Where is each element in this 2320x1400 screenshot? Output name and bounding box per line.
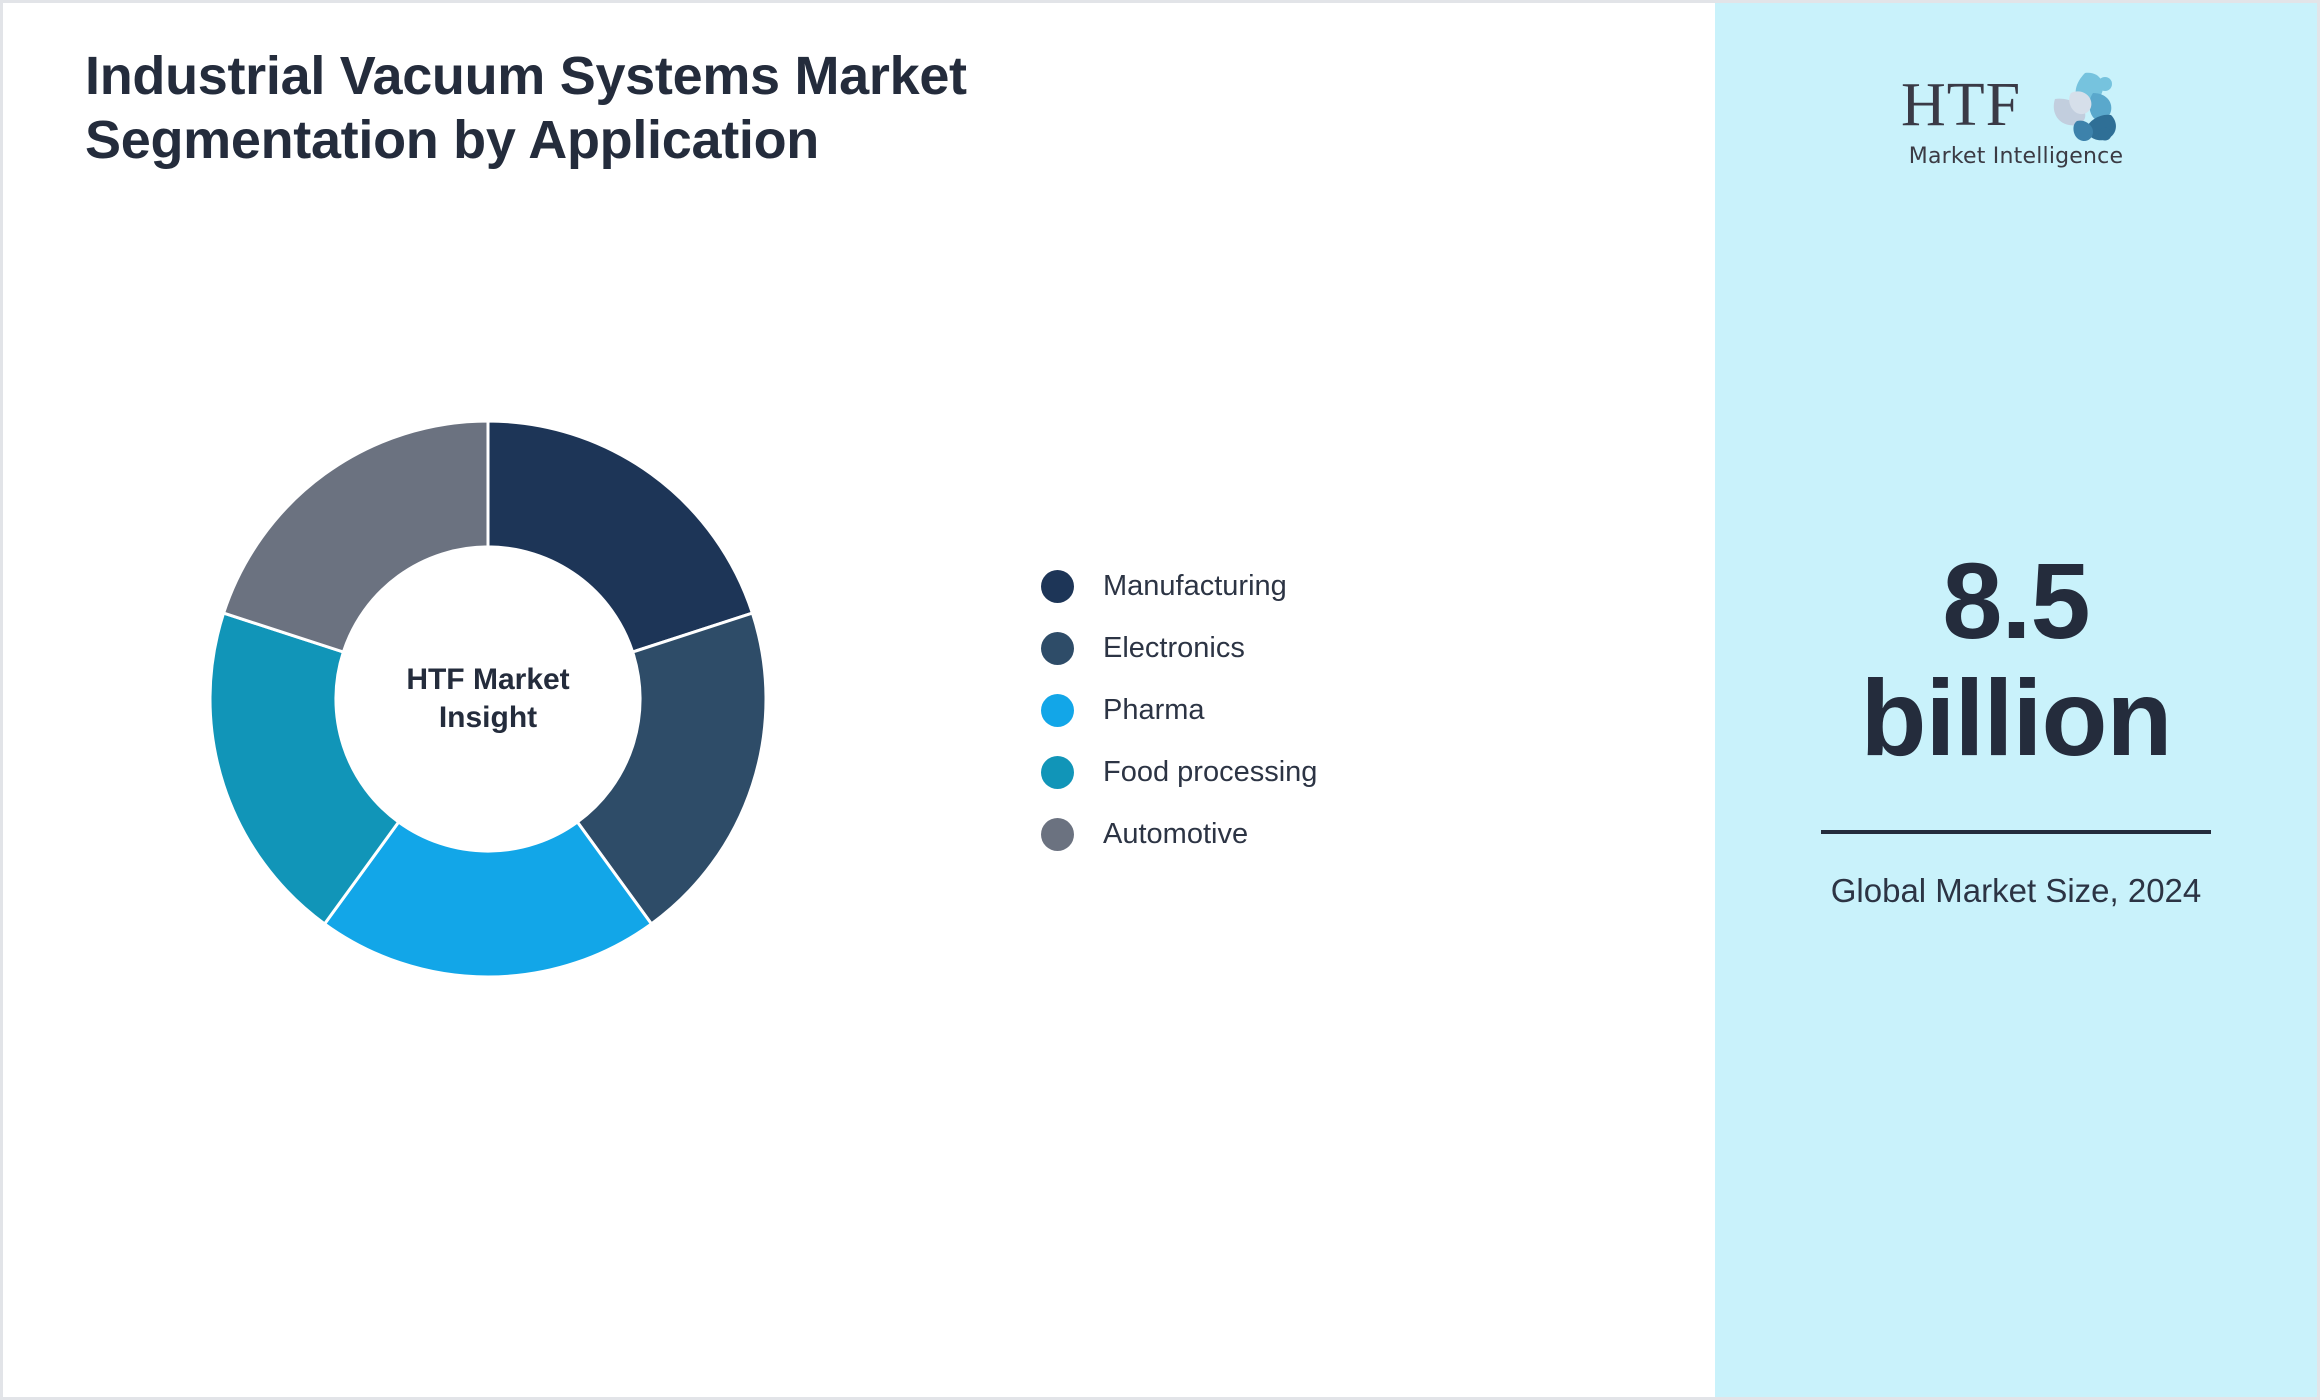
legend-swatch-icon xyxy=(1041,817,1074,851)
donut-slice-manufacturing[interactable] xyxy=(486,421,755,654)
market-size-stat: 8.5 billion Global Market Size, 2024 xyxy=(1781,540,2251,913)
donut-chart: HTF Market Insight xyxy=(210,421,766,977)
stat-value: 8.5 billion xyxy=(1860,540,2173,778)
legend-item-label: Electronics xyxy=(1103,631,1245,664)
legend-item-automotive[interactable]: Automotive xyxy=(1041,803,1317,865)
donut-chart-svg xyxy=(210,421,766,977)
legend-swatch-icon xyxy=(1041,569,1074,603)
donut-slice-automotive[interactable] xyxy=(221,421,490,654)
page-title: Industrial Vacuum Systems Market Segment… xyxy=(85,46,967,170)
stat-divider xyxy=(1821,830,2211,835)
legend-item-manufacturing[interactable]: Manufacturing xyxy=(1041,555,1317,617)
legend-item-pharma[interactable]: Pharma xyxy=(1041,679,1317,741)
legend-item-food-processing[interactable]: Food processing xyxy=(1041,741,1317,803)
donut-slice-food-processing[interactable] xyxy=(210,611,401,927)
legend-item-label: Pharma xyxy=(1103,693,1205,726)
legend-swatch-icon xyxy=(1041,693,1074,727)
stat-caption: Global Market Size, 2024 xyxy=(1830,872,2202,910)
brand-logo-subtitle: Market Intelligence xyxy=(1908,144,2124,169)
legend-swatch-icon xyxy=(1041,631,1074,665)
legend-item-label: Automotive xyxy=(1103,817,1249,850)
legend-swatch-icon xyxy=(1041,755,1074,789)
stat-panel: HTF xyxy=(1715,3,2317,1397)
chart-panel: Industrial Vacuum Systems Market Segment… xyxy=(3,3,1715,1397)
legend-item-electronics[interactable]: Electronics xyxy=(1041,617,1317,679)
donut-slice-pharma[interactable] xyxy=(322,819,654,977)
legend-item-label: Manufacturing xyxy=(1103,569,1287,602)
chart-legend: Manufacturing Electronics Pharma Food pr… xyxy=(1041,555,1317,865)
legend-item-label: Food processing xyxy=(1103,755,1318,788)
donut-slice-electronics[interactable] xyxy=(575,611,766,927)
htf-logo-icon: HTF xyxy=(1897,65,2135,143)
svg-text:HTF: HTF xyxy=(1901,71,2021,139)
htf-logo-svg: HTF xyxy=(1901,71,2116,142)
brand-logo: HTF xyxy=(1897,65,2135,169)
